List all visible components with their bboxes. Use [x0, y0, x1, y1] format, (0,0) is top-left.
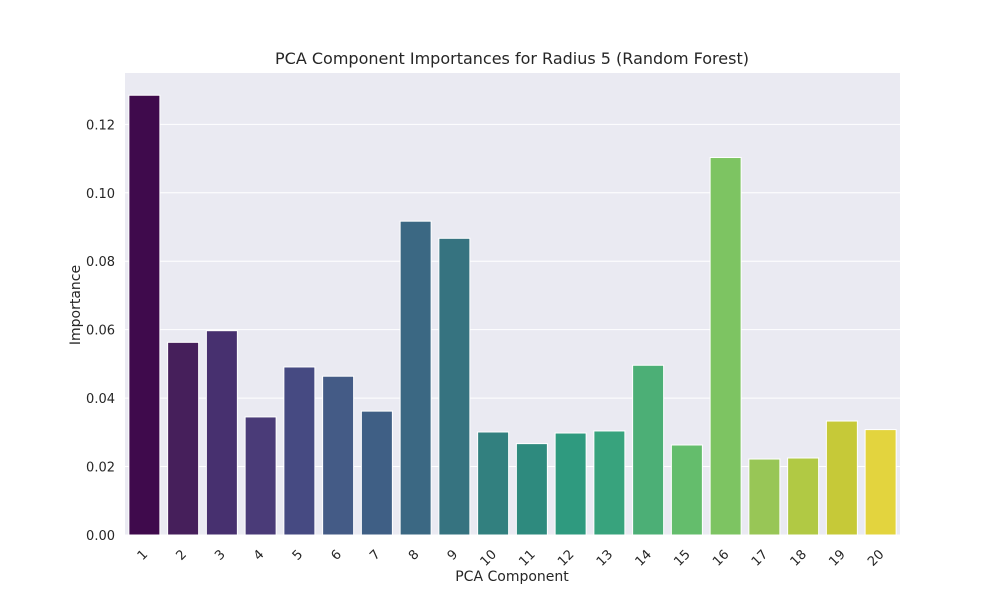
y-tick-label: 0.00: [86, 529, 115, 544]
x-tick-label: 13: [594, 547, 616, 569]
bar-component-18: [787, 457, 820, 536]
bar-component-19: [825, 420, 858, 536]
x-tick-label: 10: [478, 547, 500, 569]
x-tick-label: 14: [633, 547, 655, 569]
x-tick-label: 20: [865, 547, 887, 569]
x-tick-label: 2: [173, 547, 189, 563]
x-tick-label: 3: [212, 547, 228, 563]
plot-area: [125, 73, 900, 535]
bar-component-11: [515, 443, 548, 536]
bar-component-10: [477, 431, 510, 536]
x-tick-label: 7: [367, 547, 383, 563]
bar-component-6: [322, 375, 355, 536]
x-axis-label: PCA Component: [455, 569, 569, 585]
x-tick-label: 4: [251, 547, 267, 563]
x-tick-label: 15: [671, 547, 693, 569]
y-tick-label: 0.02: [86, 461, 115, 476]
bar-component-20: [864, 429, 897, 536]
bar-component-8: [399, 220, 432, 536]
bar-component-2: [167, 341, 200, 536]
bar-component-15: [670, 444, 703, 536]
x-tick-label: 19: [826, 547, 848, 569]
x-tick-label: 5: [290, 547, 306, 563]
bars: [128, 94, 897, 536]
y-tick-label: 0.08: [86, 255, 115, 270]
x-tick-label: 16: [710, 547, 732, 569]
x-tick-labels: 1 2 3 4 5 6 7 8 9 10 11 12 13 14 15 16 17 18 19 20: [135, 547, 888, 569]
bar-component-13: [593, 430, 626, 536]
bar-component-4: [244, 416, 277, 536]
y-axis-label: Importance: [68, 265, 84, 345]
x-tick-label: 9: [445, 547, 461, 563]
x-tick-label: 11: [516, 547, 538, 569]
bar-component-7: [360, 410, 393, 536]
x-tick-label: 6: [328, 547, 344, 563]
bar-component-12: [554, 432, 587, 536]
y-tick-label: 0.10: [86, 187, 115, 202]
chart-title: PCA Component Importances for Radius 5 (…: [275, 49, 749, 68]
y-tick-label: 0.12: [86, 118, 115, 133]
bar-component-9: [438, 237, 471, 536]
bar-component-16: [709, 157, 742, 536]
x-tick-label: 8: [406, 547, 422, 563]
x-tick-label: 12: [555, 547, 577, 569]
bar-component-14: [632, 364, 665, 536]
bar-component-5: [283, 366, 316, 536]
bar-component-3: [205, 330, 238, 536]
bar-component-17: [748, 458, 781, 536]
y-tick-label: 0.06: [86, 324, 115, 339]
x-tick-label: 17: [749, 547, 771, 569]
y-tick-label: 0.04: [86, 392, 115, 407]
x-tick-label: 1: [135, 547, 151, 563]
y-tick-labels: 0.00 0.02 0.04 0.06 0.08 0.10 0.12: [86, 118, 115, 544]
bar-component-1: [128, 94, 161, 536]
x-tick-label: 18: [788, 547, 810, 569]
